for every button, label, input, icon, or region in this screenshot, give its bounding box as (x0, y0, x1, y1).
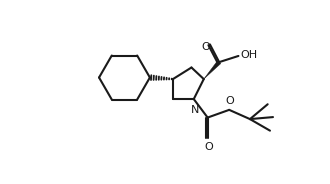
Text: O: O (226, 96, 234, 106)
Text: O: O (204, 142, 213, 152)
Polygon shape (204, 61, 221, 79)
Text: N: N (191, 105, 200, 115)
Text: OH: OH (240, 50, 257, 60)
Text: O: O (201, 42, 210, 52)
